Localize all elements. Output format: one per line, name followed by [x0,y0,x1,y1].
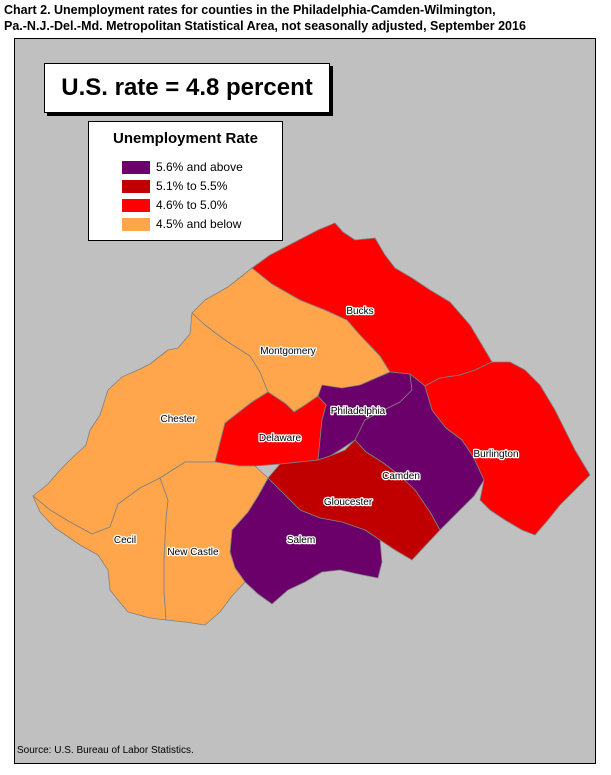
legend-item: 5.6% and above [122,160,243,174]
legend: Unemployment Rate 5.6% and above 5.1% to… [88,121,283,241]
county-label-salem: Salem [287,535,315,546]
county-label-cecil: Cecil [114,535,136,546]
legend-item: 5.1% to 5.5% [122,179,227,193]
county-label-philadelphia: Philadelphia [331,406,386,417]
chart-title-line-1: Chart 2. Unemployment rates for counties… [4,3,496,17]
legend-label: 5.6% and above [156,160,243,174]
us-rate-box: U.S. rate = 4.8 percent [44,63,330,113]
legend-label: 4.5% and below [156,217,242,231]
county-label-new-castle: New Castle [167,547,219,558]
county-label-burlington: Burlington [473,449,518,460]
legend-swatch [122,160,150,174]
legend-swatch [122,179,150,193]
county-label-camden: Camden [382,471,420,482]
legend-label: 5.1% to 5.5% [156,179,228,193]
source-note: Source: U.S. Bureau of Labor Statistics. [17,745,194,756]
county-label-delaware: Delaware [259,433,302,444]
county-burlington[interactable] [424,361,591,536]
county-label-bucks: Bucks [346,306,373,317]
chart-title: Chart 2. Unemployment rates for counties… [4,2,604,34]
county-label-chester: Chester [160,414,196,425]
legend-swatch [122,198,150,212]
county-bucks[interactable] [251,222,493,387]
county-label-montgomery: Montgomery [260,346,316,357]
legend-swatch [122,217,150,231]
legend-item: 4.5% and below [122,217,241,231]
county-new-castle[interactable] [159,461,269,626]
county-label-gloucester: Gloucester [324,497,373,508]
legend-label: 4.6% to 5.0% [156,198,228,212]
chart-title-line-2: Pa.-N.J.-Del.-Md. Metropolitan Statistic… [4,19,526,33]
legend-title: Unemployment Rate [112,130,259,147]
legend-item: 4.6% to 5.0% [122,198,227,212]
